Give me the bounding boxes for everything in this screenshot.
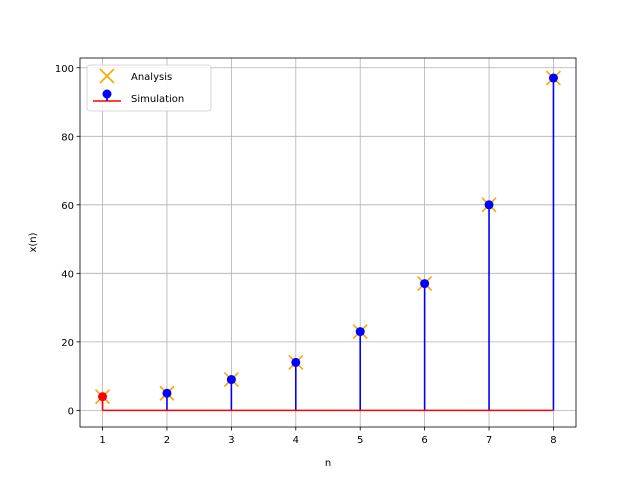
- simulation-marker: [548, 73, 558, 83]
- legend-simulation-label: Simulation: [131, 94, 184, 105]
- x-tick-label: 6: [421, 435, 427, 446]
- y-tick-label: 100: [55, 64, 74, 75]
- legend: Analysis Simulation: [86, 64, 212, 112]
- stem-lines: [101, 78, 555, 412]
- simulation-marker: [226, 375, 236, 385]
- legend-analysis-marker: [99, 68, 115, 84]
- grid-lines: [80, 58, 576, 427]
- x-axis-label: n: [325, 458, 331, 469]
- legend-analysis-label: Analysis: [131, 72, 172, 83]
- simulation-marker: [484, 200, 494, 210]
- simulation-marker: [420, 279, 430, 289]
- x-tick-label: 4: [293, 435, 299, 446]
- y-tick-label: 0: [68, 406, 74, 417]
- y-tick-label: 60: [61, 201, 74, 212]
- y-tick-label: 40: [61, 269, 74, 280]
- legend-simulation-marker: [102, 89, 112, 99]
- y-tick-label: 20: [61, 338, 74, 349]
- simulation-marker: [291, 357, 301, 367]
- legend-box: [86, 64, 212, 112]
- x-tick-label: 5: [357, 435, 363, 446]
- y-tick-label: 80: [61, 132, 74, 143]
- x-tick-label: 2: [164, 435, 170, 446]
- x-tick-label: 1: [99, 435, 105, 446]
- y-axis-label: x(n): [28, 232, 39, 252]
- x-tick-label: 3: [228, 435, 234, 446]
- x-tick-label: 7: [486, 435, 492, 446]
- data-markers: [94, 70, 562, 405]
- simulation-marker: [355, 327, 365, 337]
- simulation-marker: [162, 388, 172, 398]
- x-tick-label: 8: [550, 435, 556, 446]
- plot-frame: [79, 57, 577, 428]
- simulation-marker: [98, 392, 108, 402]
